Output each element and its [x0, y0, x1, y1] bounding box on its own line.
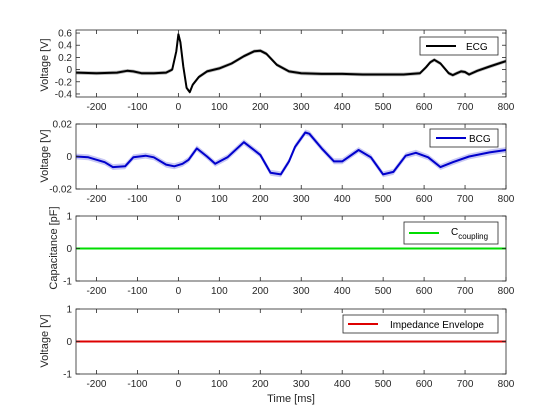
capacitance-xtick-label: 500 [375, 286, 392, 297]
impedance-ylabel: Voltage [V] [39, 314, 51, 367]
ecg-xtick-label: 600 [416, 102, 433, 113]
impedance-xtick-label: 300 [293, 379, 310, 390]
impedance-xtick-label: -200 [86, 379, 106, 390]
bcg-xtick-label: 700 [457, 194, 474, 205]
impedance-ytick-label: 1 [66, 305, 72, 316]
ecg-xtick-label: 500 [375, 102, 392, 113]
capacitance-ytick-label: 0 [66, 244, 72, 255]
capacitance-legend-label: Ccoupling [451, 227, 488, 241]
impedance-xtick-label: 700 [457, 379, 474, 390]
bcg-xtick-label: -200 [86, 194, 106, 205]
bcg-xtick-label: 0 [176, 194, 182, 205]
bcg-ytick-label: 0 [66, 152, 72, 163]
ecg-ytick-label: -0.4 [55, 89, 73, 100]
capacitance-xtick-label: -100 [127, 286, 147, 297]
impedance-xtick-label: 600 [416, 379, 433, 390]
ecg-xtick-label: 400 [334, 102, 351, 113]
impedance-ytick-label: -1 [63, 370, 72, 381]
capacitance-xtick-label: 800 [498, 286, 515, 297]
capacitance-legend-sub: coupling [458, 232, 488, 241]
capacitance-ylabel: Capacitance [pF] [48, 206, 60, 289]
capacitance-xtick-label: 400 [334, 286, 351, 297]
impedance-xtick-label: 400 [334, 379, 351, 390]
capacitance-ytick-label: -1 [63, 277, 72, 288]
impedance-legend-box [342, 314, 499, 334]
capacitance-xtick-label: -200 [86, 286, 106, 297]
bcg-xtick-label: 500 [375, 194, 392, 205]
bcg-series-line [76, 131, 506, 176]
impedance-legend: Impedance Envelope [342, 314, 499, 334]
impedance-xtick-label: 100 [211, 379, 228, 390]
ecg-series-line [76, 33, 506, 94]
capacitance-xtick-label: 0 [176, 286, 182, 297]
bcg-legend-label: BCG [469, 134, 491, 145]
bcg-ytick-label: -0.02 [49, 185, 72, 196]
ecg-ytick-label: 0.6 [58, 29, 72, 40]
impedance-panel: Voltage [V] Time [ms] -200 -100 0 100 200 300… [39, 305, 515, 406]
bcg-data [76, 129, 506, 178]
impedance-xtick-label: 500 [375, 379, 392, 390]
ecg-ylabel: Voltage [V] [39, 38, 51, 91]
bcg-panel: Voltage [V] -200 -100 0 100 200 300 400 500 600 7… [39, 120, 515, 206]
bcg-xtick-label: 100 [211, 194, 228, 205]
ecg-xtick-label: 100 [211, 102, 228, 113]
ecg-ytick-label: 0.2 [58, 53, 72, 64]
ecg-panel: Voltage [V] -200 -100 0 100 200 300 400 500 600 7… [39, 29, 515, 113]
bcg-xtick-label: 800 [498, 194, 515, 205]
ecg-legend-box [419, 36, 499, 56]
capacitance-xtick-label: 300 [293, 286, 310, 297]
bcg-ylabel: Voltage [V] [39, 129, 51, 182]
bcg-xtick-label: 600 [416, 194, 433, 205]
bcg-legend: BCG [429, 128, 499, 148]
ecg-axes-box [75, 29, 507, 98]
capacitance-xtick-label: 700 [457, 286, 474, 297]
bcg-xtick-label: 300 [293, 194, 310, 205]
bcg-ytick-label: 0.02 [53, 120, 73, 131]
capacitance-ytick-label: 1 [66, 212, 72, 223]
capacitance-xtick-label: 100 [211, 286, 228, 297]
impedance-ytick-label: 0 [66, 337, 72, 348]
impedance-xtick-label: 0 [176, 379, 182, 390]
capacitance-legend: Ccoupling [403, 221, 499, 245]
capacitance-xtick-label: 200 [252, 286, 269, 297]
impedance-legend-label: Impedance Envelope [390, 320, 484, 331]
ecg-ytick-label: 0.4 [58, 41, 72, 52]
bcg-xtick-label: 200 [252, 194, 269, 205]
bcg-xtick-label: -100 [127, 194, 147, 205]
bcg-xtick-label: 400 [334, 194, 351, 205]
ecg-xtick-label: 700 [457, 102, 474, 113]
impedance-xtick-label: -100 [127, 379, 147, 390]
impedance-xtick-label: 800 [498, 379, 515, 390]
ecg-ytick-label: 0 [66, 65, 72, 76]
ecg-legend-label: ECG [466, 42, 488, 53]
time-xlabel: Time [ms] [267, 393, 315, 405]
ecg-xtick-label: -100 [127, 102, 147, 113]
ecg-xtick-label: 0 [176, 102, 182, 113]
capacitance-panel: Capacitance [pF] -200 -100 0 100 200 300 400 50… [48, 206, 515, 297]
capacitance-legend-box [403, 221, 499, 245]
capacitance-xtick-label: 600 [416, 286, 433, 297]
ecg-legend: ECG [419, 36, 499, 56]
ecg-xtick-label: 200 [252, 102, 269, 113]
ecg-data [76, 32, 506, 94]
bcg-plot: -200 -100 0 100 200 300 400 500 600 700 800 -0.02 0 0… [49, 120, 515, 206]
ecg-xtick-label: 300 [293, 102, 310, 113]
impedance-xtick-label: 200 [252, 379, 269, 390]
ecg-xtick-label: 800 [498, 102, 515, 113]
capacitance-legend-main: C [451, 227, 458, 238]
ecg-xtick-label: -200 [86, 102, 106, 113]
ecg-ytick-label: -0.2 [55, 77, 73, 88]
